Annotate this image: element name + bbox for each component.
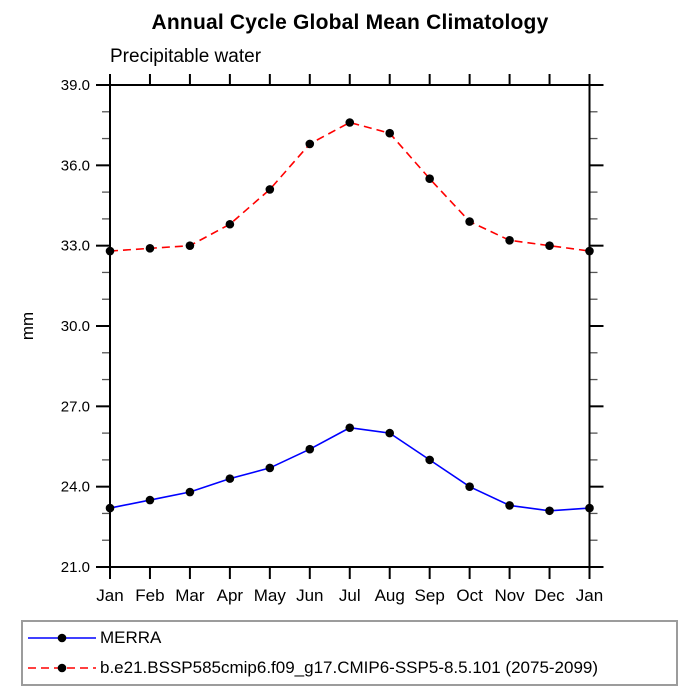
x-tick-label: Apr <box>217 586 244 605</box>
data-point-marker <box>105 246 115 256</box>
data-point-marker <box>585 503 594 513</box>
x-tick-label: Jun <box>296 586 323 605</box>
legend-label-merra: MERRA <box>100 628 162 647</box>
x-tick-label: May <box>254 586 287 605</box>
x-tick-label: Aug <box>375 586 405 605</box>
x-tick-label: Sep <box>415 586 445 605</box>
data-point-marker <box>265 463 275 473</box>
legend-label-model: b.e21.BSSP585cmip6.f09_g17.CMIP6-SSP5-8.… <box>100 658 599 677</box>
data-point-marker <box>385 428 395 438</box>
data-point-marker <box>105 503 115 513</box>
data-point-marker <box>545 506 554 516</box>
y-tick-label: 36.0 <box>61 157 90 174</box>
data-point-marker <box>505 501 514 510</box>
y-tick-label: 27.0 <box>61 398 90 415</box>
data-point-marker <box>385 128 395 138</box>
y-tick-label: 24.0 <box>61 479 90 496</box>
data-point-marker <box>425 455 434 465</box>
legend-line-sample-model <box>28 663 96 673</box>
data-point-marker <box>465 482 474 491</box>
data-point-marker <box>425 174 434 184</box>
x-tick-label: Jan <box>96 586 123 605</box>
x-tick-label: Dec <box>534 586 565 605</box>
y-tick-label: 30.0 <box>61 318 90 335</box>
chart-title: Annual Cycle Global Mean Climatology <box>151 11 549 34</box>
data-point-marker <box>185 241 195 250</box>
data-point-marker <box>545 241 554 250</box>
chart-subtitle: Precipitable water <box>110 46 262 67</box>
data-point-marker <box>185 487 195 497</box>
data-point-marker <box>505 236 514 245</box>
x-tick-label: Nov <box>494 586 525 605</box>
data-point-marker <box>345 423 355 433</box>
data-point-marker <box>465 217 474 226</box>
data-point-marker <box>305 444 315 454</box>
y-tick-label: 21.0 <box>61 559 90 576</box>
merra-line <box>109 426 590 512</box>
data-point-marker <box>145 244 155 253</box>
y-tick-label: 39.0 <box>61 77 90 94</box>
data-point-marker <box>345 118 355 127</box>
legend: MERRA b.e21.BSSP585cmip6.f09_g17.CMIP6-S… <box>21 620 678 686</box>
x-tick-label: Jul <box>339 586 361 605</box>
x-tick-label: Oct <box>456 586 483 605</box>
data-point-marker <box>305 139 315 149</box>
x-tick-label: Jan <box>576 586 603 605</box>
data-point-marker <box>265 185 275 194</box>
model-line <box>109 121 590 252</box>
legend-item-merra: MERRA <box>26 623 676 653</box>
plot-frame <box>109 84 591 568</box>
data-point-marker <box>585 246 594 256</box>
legend-item-model: b.e21.BSSP585cmip6.f09_g17.CMIP6-SSP5-8.… <box>26 653 676 683</box>
x-tick-label: Feb <box>135 586 164 605</box>
data-point-marker <box>225 219 235 229</box>
x-tick-label: Mar <box>175 586 205 605</box>
legend-line-sample-merra <box>28 633 96 643</box>
data-point-marker <box>145 495 155 505</box>
data-point-marker <box>225 474 235 483</box>
y-tick-label: 33.0 <box>61 238 90 255</box>
